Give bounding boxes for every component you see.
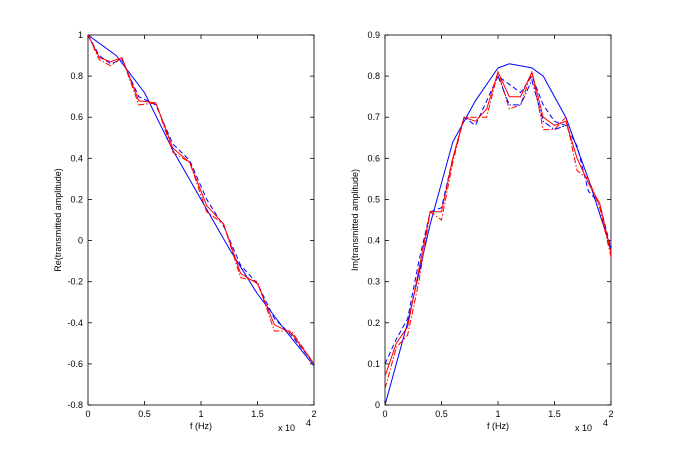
y-tick-label: 0.5 [367, 194, 380, 204]
y-tick-label: 0.1 [367, 359, 380, 369]
y-tick-label: 0.6 [367, 153, 380, 163]
y-tick-label: 0.3 [367, 277, 380, 287]
x-multiplier-label: x 10 [278, 423, 295, 433]
y-tick-label: 0.2 [367, 318, 380, 328]
series-group [385, 63, 611, 405]
x-multiplier-label: x 10 [575, 423, 592, 433]
x-tick-label: 2 [608, 409, 613, 419]
series-line-4 [497, 75, 566, 131]
y-tick-label: 1 [78, 30, 83, 40]
x-tick-label: 1 [198, 409, 203, 419]
x-tick-label: 0 [382, 409, 387, 419]
x-axis-label: f (Hz) [190, 421, 212, 431]
series-line-3 [385, 70, 611, 389]
y-tick-label: 0.4 [70, 153, 83, 163]
x-tick-label: 0 [85, 409, 90, 419]
series-line-0 [385, 63, 611, 405]
y-tick-label: -0.6 [67, 359, 83, 369]
y-tick-label: 0.8 [367, 71, 380, 81]
series-line-1 [88, 35, 314, 365]
series-line-3 [88, 35, 314, 365]
y-tick-label: -0.4 [67, 318, 83, 328]
y-tick-label: -0.2 [67, 277, 83, 287]
series-line-1 [385, 75, 611, 365]
y-tick-label: 0.7 [367, 112, 380, 122]
x-tick-label: 1 [495, 409, 500, 419]
y-tick-label: 0 [375, 400, 380, 410]
x-tick-label: 1.5 [548, 409, 561, 419]
left-plot: 0 0.5 1 1.5 2 -0.8 -0.6 -0.4 -0.2 0 0.2 0.4 0.6 0.8 1 f… [53, 30, 317, 433]
y-axis-label: Re(transmitted amplitude) [53, 168, 63, 272]
x-multiplier-exponent: 4 [603, 418, 608, 428]
x-tick-label: 2 [311, 409, 316, 419]
x-tick-label: 0.5 [435, 409, 448, 419]
x-tick-label: 0.5 [138, 409, 151, 419]
y-tick-label: -0.8 [67, 400, 83, 410]
series-group [88, 35, 314, 367]
y-tick-label: 0.8 [70, 71, 83, 81]
y-tick-label: 0 [78, 236, 83, 246]
y-tick-label: 0.9 [367, 30, 380, 40]
x-multiplier-exponent: 4 [306, 418, 311, 428]
x-axis-label: f (Hz) [487, 421, 509, 431]
y-tick-label: 0.2 [70, 194, 83, 204]
right-plot: 0 0.5 1 1.5 2 0 0.1 0.2 0.3 0.4 0.5 0.6 0.7 0.8 0.9 f (… [350, 30, 614, 433]
x-tick-label: 1.5 [251, 409, 264, 419]
y-tick-label: 0.4 [367, 236, 380, 246]
y-tick-label: 0.6 [70, 112, 83, 122]
y-axis-label: Im(transmitted amplitude) [350, 169, 360, 271]
